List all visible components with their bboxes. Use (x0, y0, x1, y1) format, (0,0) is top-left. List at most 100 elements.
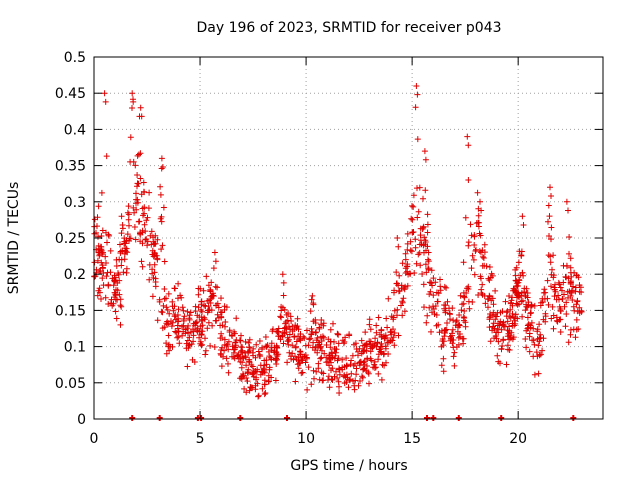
data-point (105, 231, 112, 238)
data-point-peak (464, 133, 471, 140)
data-point (316, 341, 323, 348)
data-point (519, 269, 526, 276)
data-point (493, 329, 500, 336)
data-point (565, 339, 572, 346)
data-point (371, 342, 378, 349)
data-point (499, 343, 506, 349)
data-point (475, 292, 482, 298)
data-point-peak (519, 213, 526, 220)
data-point (292, 322, 299, 329)
data-point (374, 339, 381, 346)
data-point (171, 313, 178, 320)
data-point (102, 253, 109, 260)
data-point (187, 309, 194, 316)
data-point (400, 295, 407, 302)
data-point (375, 356, 382, 363)
data-point (530, 337, 537, 344)
data-point (98, 189, 105, 196)
data-point (98, 296, 104, 302)
data-point (292, 353, 298, 360)
data-point (218, 330, 225, 337)
data-point (175, 306, 182, 313)
data-point (352, 340, 359, 347)
data-point (184, 308, 191, 315)
data-point-peak (394, 235, 401, 241)
data-point (117, 321, 124, 328)
data-point (461, 294, 468, 301)
data-point (197, 338, 204, 345)
data-point (286, 349, 293, 356)
data-point (359, 374, 366, 381)
data-point (245, 369, 252, 376)
data-point (505, 330, 512, 337)
data-point (117, 241, 123, 248)
data-point (430, 292, 437, 299)
data-point (416, 184, 423, 191)
data-point (313, 368, 320, 375)
data-point (204, 325, 211, 332)
data-point (524, 322, 531, 329)
data-point (479, 262, 486, 269)
data-point (238, 364, 245, 371)
data-point (480, 255, 487, 261)
data-point (360, 366, 366, 373)
data-point (235, 351, 242, 358)
data-point (292, 378, 299, 385)
data-point (572, 334, 579, 341)
data-point (308, 381, 315, 388)
data-point (184, 337, 191, 344)
data-point (137, 229, 144, 236)
data-point (272, 377, 279, 384)
data-point (180, 322, 187, 329)
data-point (542, 289, 549, 296)
data-point (275, 333, 282, 339)
data-point (217, 309, 224, 315)
data-point (161, 324, 168, 331)
data-point (358, 350, 365, 357)
data-point (357, 378, 363, 384)
data-point (559, 296, 566, 302)
data-point (383, 359, 389, 366)
data-point (144, 242, 151, 249)
data-point (334, 357, 341, 364)
data-point (179, 304, 186, 311)
data-point (124, 231, 131, 238)
data-point (426, 291, 433, 298)
data-point (142, 236, 149, 243)
data-point (175, 280, 182, 287)
data-point (174, 334, 181, 341)
data-point (102, 294, 109, 301)
data-point (218, 347, 225, 353)
data-point (260, 365, 267, 372)
data-point (414, 214, 421, 221)
data-point (175, 333, 182, 340)
data-point (297, 331, 304, 337)
data-point (334, 331, 341, 338)
data-point (495, 320, 502, 327)
data-point (578, 308, 585, 315)
data-point (451, 349, 458, 356)
data-point (157, 183, 164, 190)
data-point (254, 380, 261, 387)
data-point (137, 175, 144, 182)
data-point (302, 342, 309, 349)
data-point (430, 275, 437, 282)
data-point (512, 272, 519, 279)
bottom-marker (430, 415, 437, 421)
data-point (194, 328, 201, 335)
data-point (367, 348, 374, 355)
data-point (239, 353, 246, 360)
data-point (125, 216, 132, 223)
data-point (410, 192, 417, 199)
data-point (507, 306, 514, 313)
data-point (293, 338, 300, 345)
data-point (429, 309, 435, 316)
data-point (488, 270, 495, 277)
data-point (154, 256, 161, 263)
data-point (509, 322, 516, 329)
data-point (255, 348, 262, 355)
data-point (199, 308, 205, 315)
data-point-peak (101, 90, 108, 97)
data-point (349, 352, 356, 359)
data-point (423, 269, 430, 276)
